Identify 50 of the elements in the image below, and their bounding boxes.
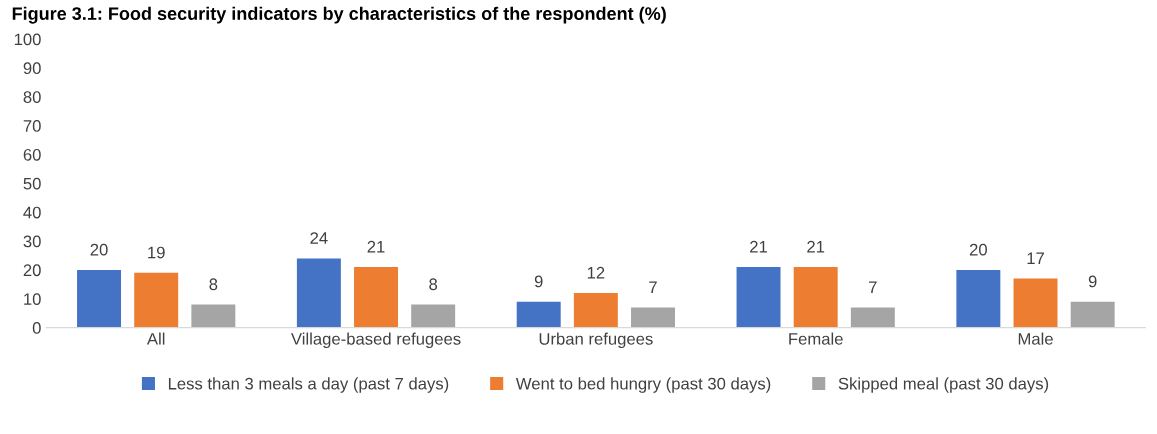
y-tick-label: 10 [24, 293, 41, 306]
data-label: 24 [310, 232, 328, 244]
y-tick-label: 30 [23, 235, 41, 248]
legend-label: Went to bed hungry (past 30 days) [515, 377, 771, 393]
bar [296, 258, 341, 328]
x-tick-label: Urban refugees [539, 332, 653, 349]
bar [850, 307, 895, 328]
y-tick-label: 100 [14, 33, 41, 46]
y-tick-label: 0 [32, 322, 41, 334]
bar [354, 267, 399, 328]
data-label: 17 [1027, 252, 1044, 265]
x-tick-label: Female [789, 332, 843, 345]
y-tick-label: 90 [23, 62, 41, 75]
data-label: 8 [429, 278, 438, 291]
y-tick-label: 20 [23, 264, 41, 277]
x-tick-label: All [146, 332, 165, 345]
x-tick-label: Village-based refugees [291, 332, 461, 349]
bar [631, 307, 675, 328]
data-label: 9 [534, 275, 543, 288]
bar [191, 304, 236, 328]
x-tick-label: Male [1018, 332, 1053, 345]
data-label: 7 [869, 281, 877, 293]
data-label: 21 [367, 240, 385, 253]
bar [793, 267, 838, 328]
data-label: 20 [90, 243, 108, 256]
bar [956, 269, 1001, 328]
bar [736, 267, 781, 328]
data-label: 20 [969, 243, 987, 256]
y-tick-label: 60 [23, 148, 41, 161]
data-label: 12 [587, 266, 605, 279]
y-tick-label: 50 [23, 177, 41, 190]
bar [1013, 278, 1058, 328]
data-label: 21 [807, 240, 825, 253]
bar [516, 301, 561, 328]
bar [411, 304, 456, 328]
bar [573, 293, 618, 328]
data-label: 8 [209, 278, 218, 291]
y-tick-label: 80 [23, 91, 41, 103]
data-label: 7 [649, 281, 657, 293]
data-label: 19 [148, 246, 165, 259]
legend-label: Less than 3 meals a day (past 7 days) [168, 377, 449, 393]
bar [1070, 301, 1115, 328]
bar [134, 272, 179, 328]
legend-label: Skipped meal (past 30 days) [838, 377, 1049, 393]
bar [77, 269, 122, 328]
y-tick-label: 40 [23, 206, 41, 219]
data-label: 21 [750, 240, 767, 253]
y-tick-label: 70 [23, 120, 41, 132]
data-label: 9 [1088, 275, 1097, 288]
chart-title: Figure 3.1: Food security indicators by characteristics of the respondent (%) [12, 6, 666, 24]
